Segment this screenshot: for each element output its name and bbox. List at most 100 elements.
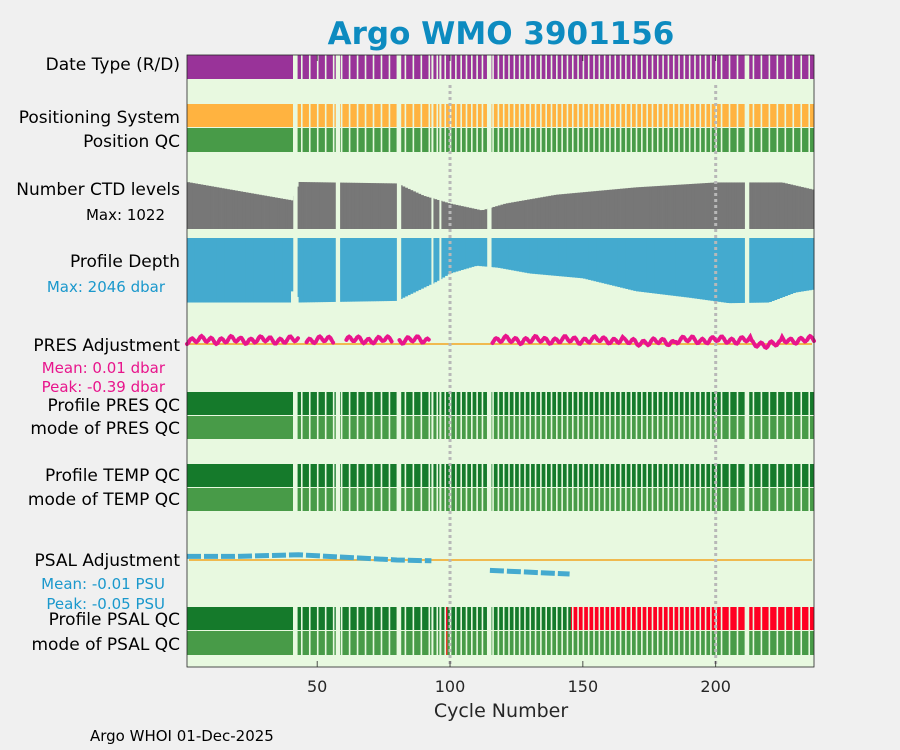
cycle-bar	[728, 238, 733, 304]
cycle-bar	[556, 238, 560, 277]
cycle-separator	[372, 104, 375, 152]
cycle-separator	[356, 607, 359, 655]
cycle-bar	[582, 238, 586, 279]
cycle-separator	[300, 55, 303, 79]
plot-frame	[186, 54, 815, 668]
cycle-bar	[511, 238, 515, 271]
cycle-bar	[548, 195, 552, 229]
cycle-separator	[518, 55, 521, 79]
cycle-separator	[598, 464, 601, 511]
missing-cycle-gap	[335, 392, 341, 439]
cycle-separator	[324, 392, 327, 439]
cycle-bar	[200, 184, 204, 229]
cycle-bar	[564, 238, 568, 277]
cycle-separator	[667, 607, 670, 655]
cycle-bar	[261, 238, 265, 303]
cycle-bar	[638, 238, 642, 292]
cycle-separator	[502, 55, 505, 79]
cycle-separator	[641, 607, 643, 655]
cycle-separator	[492, 464, 494, 511]
cycle-bar	[357, 182, 361, 229]
cycle-bar	[375, 183, 379, 229]
cycle-separator	[630, 607, 633, 655]
cycle-separator	[776, 392, 779, 439]
cycle-separator	[720, 464, 723, 511]
cycle-separator	[752, 607, 755, 655]
row-band-date-type-r-d	[187, 55, 814, 79]
cycle-separator	[460, 104, 462, 152]
cycle-separator	[545, 392, 547, 439]
cycle-bar	[269, 238, 273, 303]
cycle-bar	[351, 238, 355, 302]
cycle-bar	[667, 238, 671, 296]
cycle-separator	[428, 392, 431, 439]
cycle-separator	[412, 55, 415, 79]
cycle-bar	[500, 204, 504, 229]
cycle-bar	[590, 238, 594, 281]
cycle-bar	[365, 238, 369, 302]
cycle-bar	[612, 238, 616, 286]
cycle-bar	[782, 238, 786, 298]
cycle-bar	[529, 238, 533, 274]
row-label-mode-of-pres-qc: mode of PRES QC	[30, 419, 180, 439]
cycle-separator	[476, 55, 478, 79]
cycle-bar	[766, 182, 770, 229]
cycle-bar	[734, 238, 738, 304]
missing-cycle-gap	[744, 180, 750, 304]
cycle-separator	[646, 104, 648, 152]
cycle-bar	[343, 182, 347, 229]
cycle-bar	[457, 238, 462, 271]
cycle-separator	[444, 55, 447, 79]
cycle-bar	[569, 193, 573, 229]
cycle-bar	[359, 182, 363, 229]
cycle-separator	[293, 104, 295, 152]
cycle-separator	[776, 464, 779, 511]
cycle-bar	[548, 238, 552, 276]
cycle-bar	[367, 238, 371, 302]
row-band-mode-of-psal-qc	[187, 631, 814, 655]
cycle-separator	[364, 607, 367, 655]
cycle-bar	[532, 198, 536, 229]
cycle-bar	[718, 238, 722, 302]
cycle-separator	[420, 104, 423, 152]
cycle-separator	[460, 392, 462, 439]
cycle-bar	[189, 238, 193, 303]
cycle-bar	[306, 182, 310, 229]
cycle-bar	[545, 196, 549, 229]
cycle-separator	[444, 392, 447, 439]
cycle-bar	[742, 182, 746, 229]
cycle-bar	[322, 182, 326, 229]
cycle-separator	[518, 464, 521, 511]
cycle-separator	[404, 55, 407, 79]
cycle-separator	[444, 607, 447, 655]
cycle-separator	[672, 55, 675, 79]
cycle-bar	[210, 186, 214, 229]
cycle-bar	[776, 238, 780, 300]
cycle-separator	[332, 607, 335, 655]
cycle-bar	[710, 182, 714, 229]
cycle-separator	[625, 55, 627, 79]
cycle-bar	[434, 238, 438, 283]
cycle-separator	[800, 392, 803, 439]
cycle-separator	[348, 607, 351, 655]
cycle-bar	[250, 238, 254, 303]
cycle-separator	[760, 392, 763, 439]
cycle-bar	[375, 238, 379, 302]
cycle-separator	[577, 607, 579, 655]
row-band-number-ctd-levels	[187, 181, 815, 229]
cycle-bar	[593, 238, 597, 282]
cycle-bar	[516, 201, 520, 229]
cycle-separator	[768, 104, 771, 152]
cycle-bar	[590, 191, 594, 229]
cycle-separator	[308, 607, 311, 655]
cycle-separator	[635, 464, 638, 511]
cycle-separator	[577, 55, 579, 79]
cycle-bar	[311, 238, 315, 303]
cycle-bar	[508, 238, 512, 270]
cycle-separator	[508, 55, 510, 79]
missing-cycle-gap	[396, 55, 402, 79]
cycle-separator	[455, 464, 457, 511]
cycle-separator	[513, 464, 516, 511]
cycle-bar	[723, 182, 727, 229]
